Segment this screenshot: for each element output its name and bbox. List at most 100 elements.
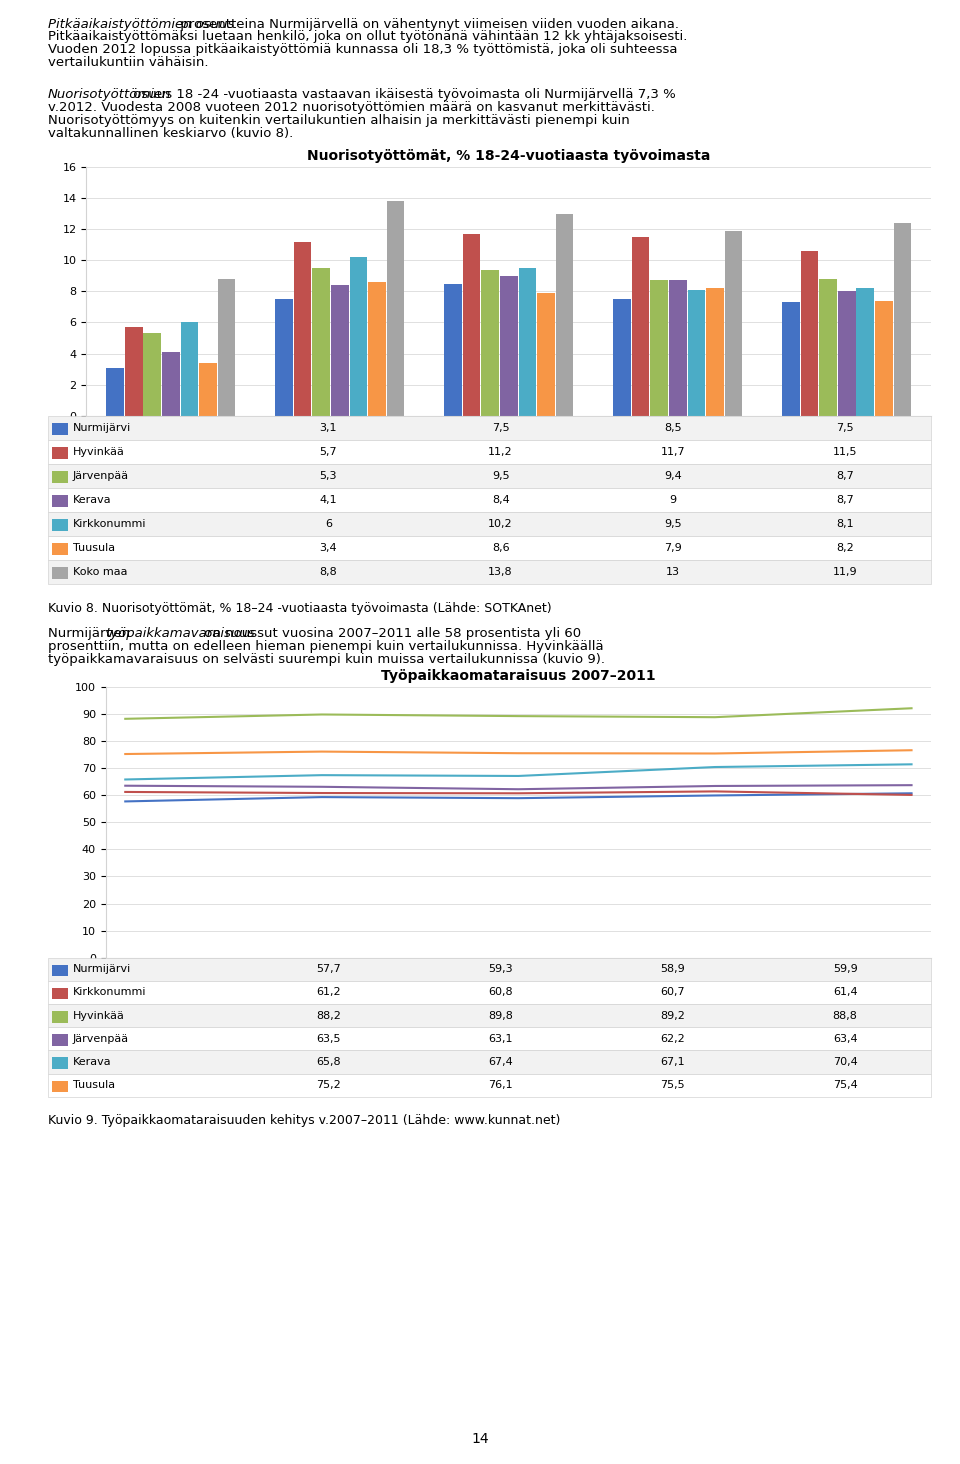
Hyvinkää bbox=[906, 700, 918, 717]
Text: Kirkkonummi: Kirkkonummi bbox=[73, 987, 146, 997]
Text: työpaikkamavaraisuus: työpaikkamavaraisuus bbox=[105, 628, 254, 640]
Line: Kirkkonummi: Kirkkonummi bbox=[125, 792, 912, 795]
Text: 7,5: 7,5 bbox=[836, 423, 853, 433]
Bar bbox=[838, 291, 855, 416]
Text: 11,2: 11,2 bbox=[489, 447, 513, 457]
Text: Kirkkonummi: Kirkkonummi bbox=[73, 518, 146, 529]
Bar bbox=[632, 237, 649, 416]
Bar bbox=[819, 278, 837, 416]
Bar bbox=[856, 288, 875, 416]
Text: Nurmijärvi: Nurmijärvi bbox=[73, 965, 131, 974]
Bar bbox=[53, 1034, 68, 1045]
Title: Nuorisotyöttömät, % 18-24-vuotiaasta työvoimasta: Nuorisotyöttömät, % 18-24-vuotiaasta työ… bbox=[307, 149, 710, 163]
FancyBboxPatch shape bbox=[48, 488, 931, 512]
Text: 8,1: 8,1 bbox=[836, 518, 853, 529]
Kerava bbox=[316, 766, 327, 783]
Text: Nurmijärvi: Nurmijärvi bbox=[73, 423, 131, 433]
FancyBboxPatch shape bbox=[48, 1073, 931, 1097]
Text: 8,6: 8,6 bbox=[492, 543, 510, 553]
Text: Kerava: Kerava bbox=[73, 1057, 111, 1067]
Nurmijärvi bbox=[513, 789, 524, 807]
Kerava bbox=[119, 770, 131, 788]
Bar bbox=[53, 965, 68, 976]
Text: v.2012. Vuodesta 2008 vuoteen 2012 nuorisotyöttömien määrä on kasvanut merkittäv: v.2012. Vuodesta 2008 vuoteen 2012 nuori… bbox=[48, 101, 655, 114]
Text: 60,8: 60,8 bbox=[489, 987, 513, 997]
Text: prosenttiin, mutta on edelleen hieman pienempi kuin vertailukunnissa. Hyvinkääll: prosenttiin, mutta on edelleen hieman pi… bbox=[48, 640, 604, 653]
Text: Tuusula: Tuusula bbox=[73, 543, 115, 553]
Line: Nurmijärvi: Nurmijärvi bbox=[125, 793, 912, 801]
Line: Kerava: Kerava bbox=[125, 764, 912, 779]
Tuusula bbox=[316, 742, 327, 760]
Text: 8,5: 8,5 bbox=[664, 423, 682, 433]
Bar bbox=[53, 423, 68, 435]
Text: Järvenpää: Järvenpää bbox=[73, 1034, 129, 1044]
Bar bbox=[894, 223, 911, 416]
Tuusula bbox=[119, 745, 131, 763]
Text: 75,4: 75,4 bbox=[832, 1080, 857, 1091]
Text: 11,5: 11,5 bbox=[833, 447, 857, 457]
FancyBboxPatch shape bbox=[48, 439, 931, 464]
FancyBboxPatch shape bbox=[48, 536, 931, 561]
Nurmijärvi bbox=[316, 788, 327, 805]
Bar bbox=[500, 275, 517, 416]
Kerava bbox=[709, 758, 721, 776]
Text: 75,2: 75,2 bbox=[316, 1080, 341, 1091]
Bar bbox=[669, 281, 686, 416]
Bar bbox=[538, 293, 555, 416]
Nurmijärvi bbox=[119, 792, 131, 810]
Kirkkonummi bbox=[709, 783, 721, 801]
Järvenpää bbox=[709, 777, 721, 795]
Text: 7,5: 7,5 bbox=[492, 423, 510, 433]
Tuusula bbox=[906, 741, 918, 758]
Line: Hyvinkää: Hyvinkää bbox=[125, 709, 912, 719]
Text: 3,1: 3,1 bbox=[320, 423, 337, 433]
Text: osuus 18 -24 -vuotiaasta vastaavan ikäisestä työvoimasta oli Nurmijärvellä 7,3 %: osuus 18 -24 -vuotiaasta vastaavan ikäis… bbox=[129, 88, 676, 101]
Text: vertailukuntiin vähäisin.: vertailukuntiin vähäisin. bbox=[48, 56, 208, 69]
Text: 70,4: 70,4 bbox=[832, 1057, 857, 1067]
Text: 8,7: 8,7 bbox=[836, 495, 854, 505]
Text: Nuorisotyöttömien: Nuorisotyöttömien bbox=[48, 88, 172, 101]
FancyBboxPatch shape bbox=[48, 981, 931, 1004]
Kerava bbox=[906, 755, 918, 773]
Text: Nuorisotyöttömyys on kuitenkin vertailukuntien alhaisin ja merkittävästi pienemp: Nuorisotyöttömyys on kuitenkin vertailuk… bbox=[48, 114, 630, 127]
Text: 65,8: 65,8 bbox=[316, 1057, 341, 1067]
FancyBboxPatch shape bbox=[48, 1050, 931, 1073]
Text: 10,2: 10,2 bbox=[489, 518, 513, 529]
FancyBboxPatch shape bbox=[48, 1004, 931, 1028]
Text: 5,7: 5,7 bbox=[320, 447, 337, 457]
Text: Koko maa: Koko maa bbox=[73, 567, 128, 577]
Järvenpää bbox=[119, 777, 131, 795]
Text: 8,8: 8,8 bbox=[320, 567, 337, 577]
Text: valtakunnallinen keskiarvo (kuvio 8).: valtakunnallinen keskiarvo (kuvio 8). bbox=[48, 126, 293, 139]
Text: prosentteina Nurmijärvellä on vähentynyt viimeisen viiden vuoden aikana.: prosentteina Nurmijärvellä on vähentynyt… bbox=[177, 18, 680, 31]
Bar bbox=[687, 290, 706, 416]
Bar bbox=[369, 283, 386, 416]
Bar bbox=[53, 447, 68, 460]
Line: Järvenpää: Järvenpää bbox=[125, 785, 912, 789]
Line: Tuusula: Tuusula bbox=[125, 750, 912, 754]
Bar bbox=[53, 1080, 68, 1092]
Bar bbox=[331, 285, 348, 416]
Text: Kuvio 9. Työpaikkaomataraisuuden kehitys v.2007–2011 (Lähde: www.kunnat.net): Kuvio 9. Työpaikkaomataraisuuden kehitys… bbox=[48, 1114, 561, 1127]
Text: 7,9: 7,9 bbox=[664, 543, 682, 553]
Bar bbox=[782, 302, 800, 416]
Text: 75,5: 75,5 bbox=[660, 1080, 685, 1091]
Hyvinkää bbox=[513, 707, 524, 725]
FancyBboxPatch shape bbox=[48, 561, 931, 584]
Bar bbox=[349, 258, 368, 416]
Bar bbox=[444, 284, 462, 416]
Text: 5,3: 5,3 bbox=[320, 471, 337, 480]
Text: 57,7: 57,7 bbox=[316, 965, 341, 974]
Bar bbox=[162, 351, 180, 416]
Text: Pitkäaikaistyöttömien osuus: Pitkäaikaistyöttömien osuus bbox=[48, 18, 234, 31]
Kirkkonummi bbox=[513, 785, 524, 802]
Text: Vuoden 2012 lopussa pitkäaikaistyöttömiä kunnassa oli 18,3 % työttömistä, joka o: Vuoden 2012 lopussa pitkäaikaistyöttömiä… bbox=[48, 44, 678, 56]
Text: 9: 9 bbox=[669, 495, 677, 505]
Bar bbox=[53, 543, 68, 555]
Kirkkonummi bbox=[906, 786, 918, 804]
FancyBboxPatch shape bbox=[48, 1028, 931, 1050]
Bar bbox=[312, 268, 330, 416]
Text: 9,5: 9,5 bbox=[492, 471, 510, 480]
Title: Työpaikkaomataraisuus 2007–2011: Työpaikkaomataraisuus 2007–2011 bbox=[381, 669, 656, 682]
Järvenpää bbox=[316, 777, 327, 795]
